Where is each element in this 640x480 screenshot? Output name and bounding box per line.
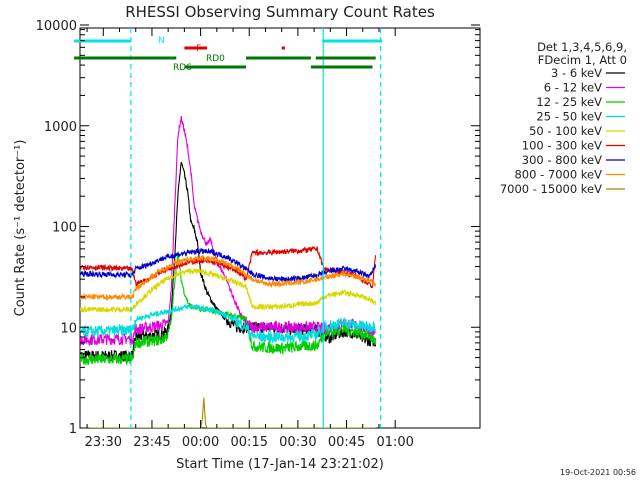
band-label-rd0: RD0 — [206, 54, 225, 64]
legend-label-1: 3 - 6 keV — [551, 66, 602, 80]
legend-label-6: 100 - 300 keV — [522, 139, 602, 153]
x-tick-label-5: 00:30 — [279, 435, 316, 450]
band-label-rd6: RD6 — [173, 63, 192, 73]
x-axis-label: Start Time (17-Jan-14 23:21:02) — [176, 457, 384, 472]
x-tick-label-2: 23:45 — [133, 435, 170, 450]
y-axis-label: Count Rate (s⁻¹ detector⁻¹) — [13, 140, 28, 317]
legend-label-3: 12 - 25 keV — [536, 95, 602, 109]
series-line-6 — [80, 245, 377, 289]
y-tick-label-4: 1000 — [44, 120, 77, 135]
series-line-7 — [80, 247, 377, 283]
y-tick-label-3: 100 — [52, 221, 77, 236]
plot-frame — [79, 27, 481, 429]
legend-label-4: 25 - 50 keV — [536, 110, 602, 124]
legend-label-2: 6 - 12 keV — [544, 81, 602, 95]
series-layer — [80, 28, 382, 428]
band-label-f: F — [196, 44, 201, 54]
series-line-3 — [80, 250, 377, 366]
y-axis: 1 10 100 1000 10000 — [36, 19, 480, 437]
legend-label-5: 50 - 100 keV — [529, 124, 602, 138]
chart-title: RHESSI Observing Summary Count Rates — [125, 3, 435, 21]
bands-layer: N F RD0 RD6 — [74, 36, 383, 73]
x-tick-label-1: 23:30 — [85, 435, 122, 450]
legend-label-7: 300 - 800 keV — [522, 153, 602, 167]
legend-label-8: 800 - 7000 keV — [514, 168, 602, 182]
footer-date: 19-Oct-2021 00:56 — [560, 468, 636, 477]
x-tick-label-6: 00:45 — [328, 435, 365, 450]
legend-label-9: 7000 - 15000 keV — [500, 182, 602, 196]
x-tick-label-7: 01:00 — [376, 435, 413, 450]
series-line-8 — [80, 254, 377, 302]
legend-header-2: FDecim 1, Att 0 — [538, 53, 627, 67]
x-tick-label-4: 00:15 — [231, 435, 268, 450]
series-line-5 — [80, 267, 377, 314]
plot-area — [79, 27, 481, 429]
x-tick-label-3: 00:00 — [182, 435, 219, 450]
legend-header-1: Det 1,3,4,5,6,9, — [537, 40, 627, 54]
y-tick-label-2: 10 — [60, 321, 77, 336]
y-tick-label-5: 10000 — [36, 19, 77, 34]
band-label-n: N — [158, 36, 165, 46]
x-axis: 23:30 23:45 00:00 00:15 00:30 00:45 01:00 — [85, 28, 414, 450]
series-line-9 — [80, 397, 376, 428]
y-tick-label-1: 1 — [69, 422, 77, 437]
legend: Det 1,3,4,5,6,9,FDecim 1, Att 03 - 6 keV… — [500, 40, 627, 196]
series-line-4 — [80, 302, 377, 344]
